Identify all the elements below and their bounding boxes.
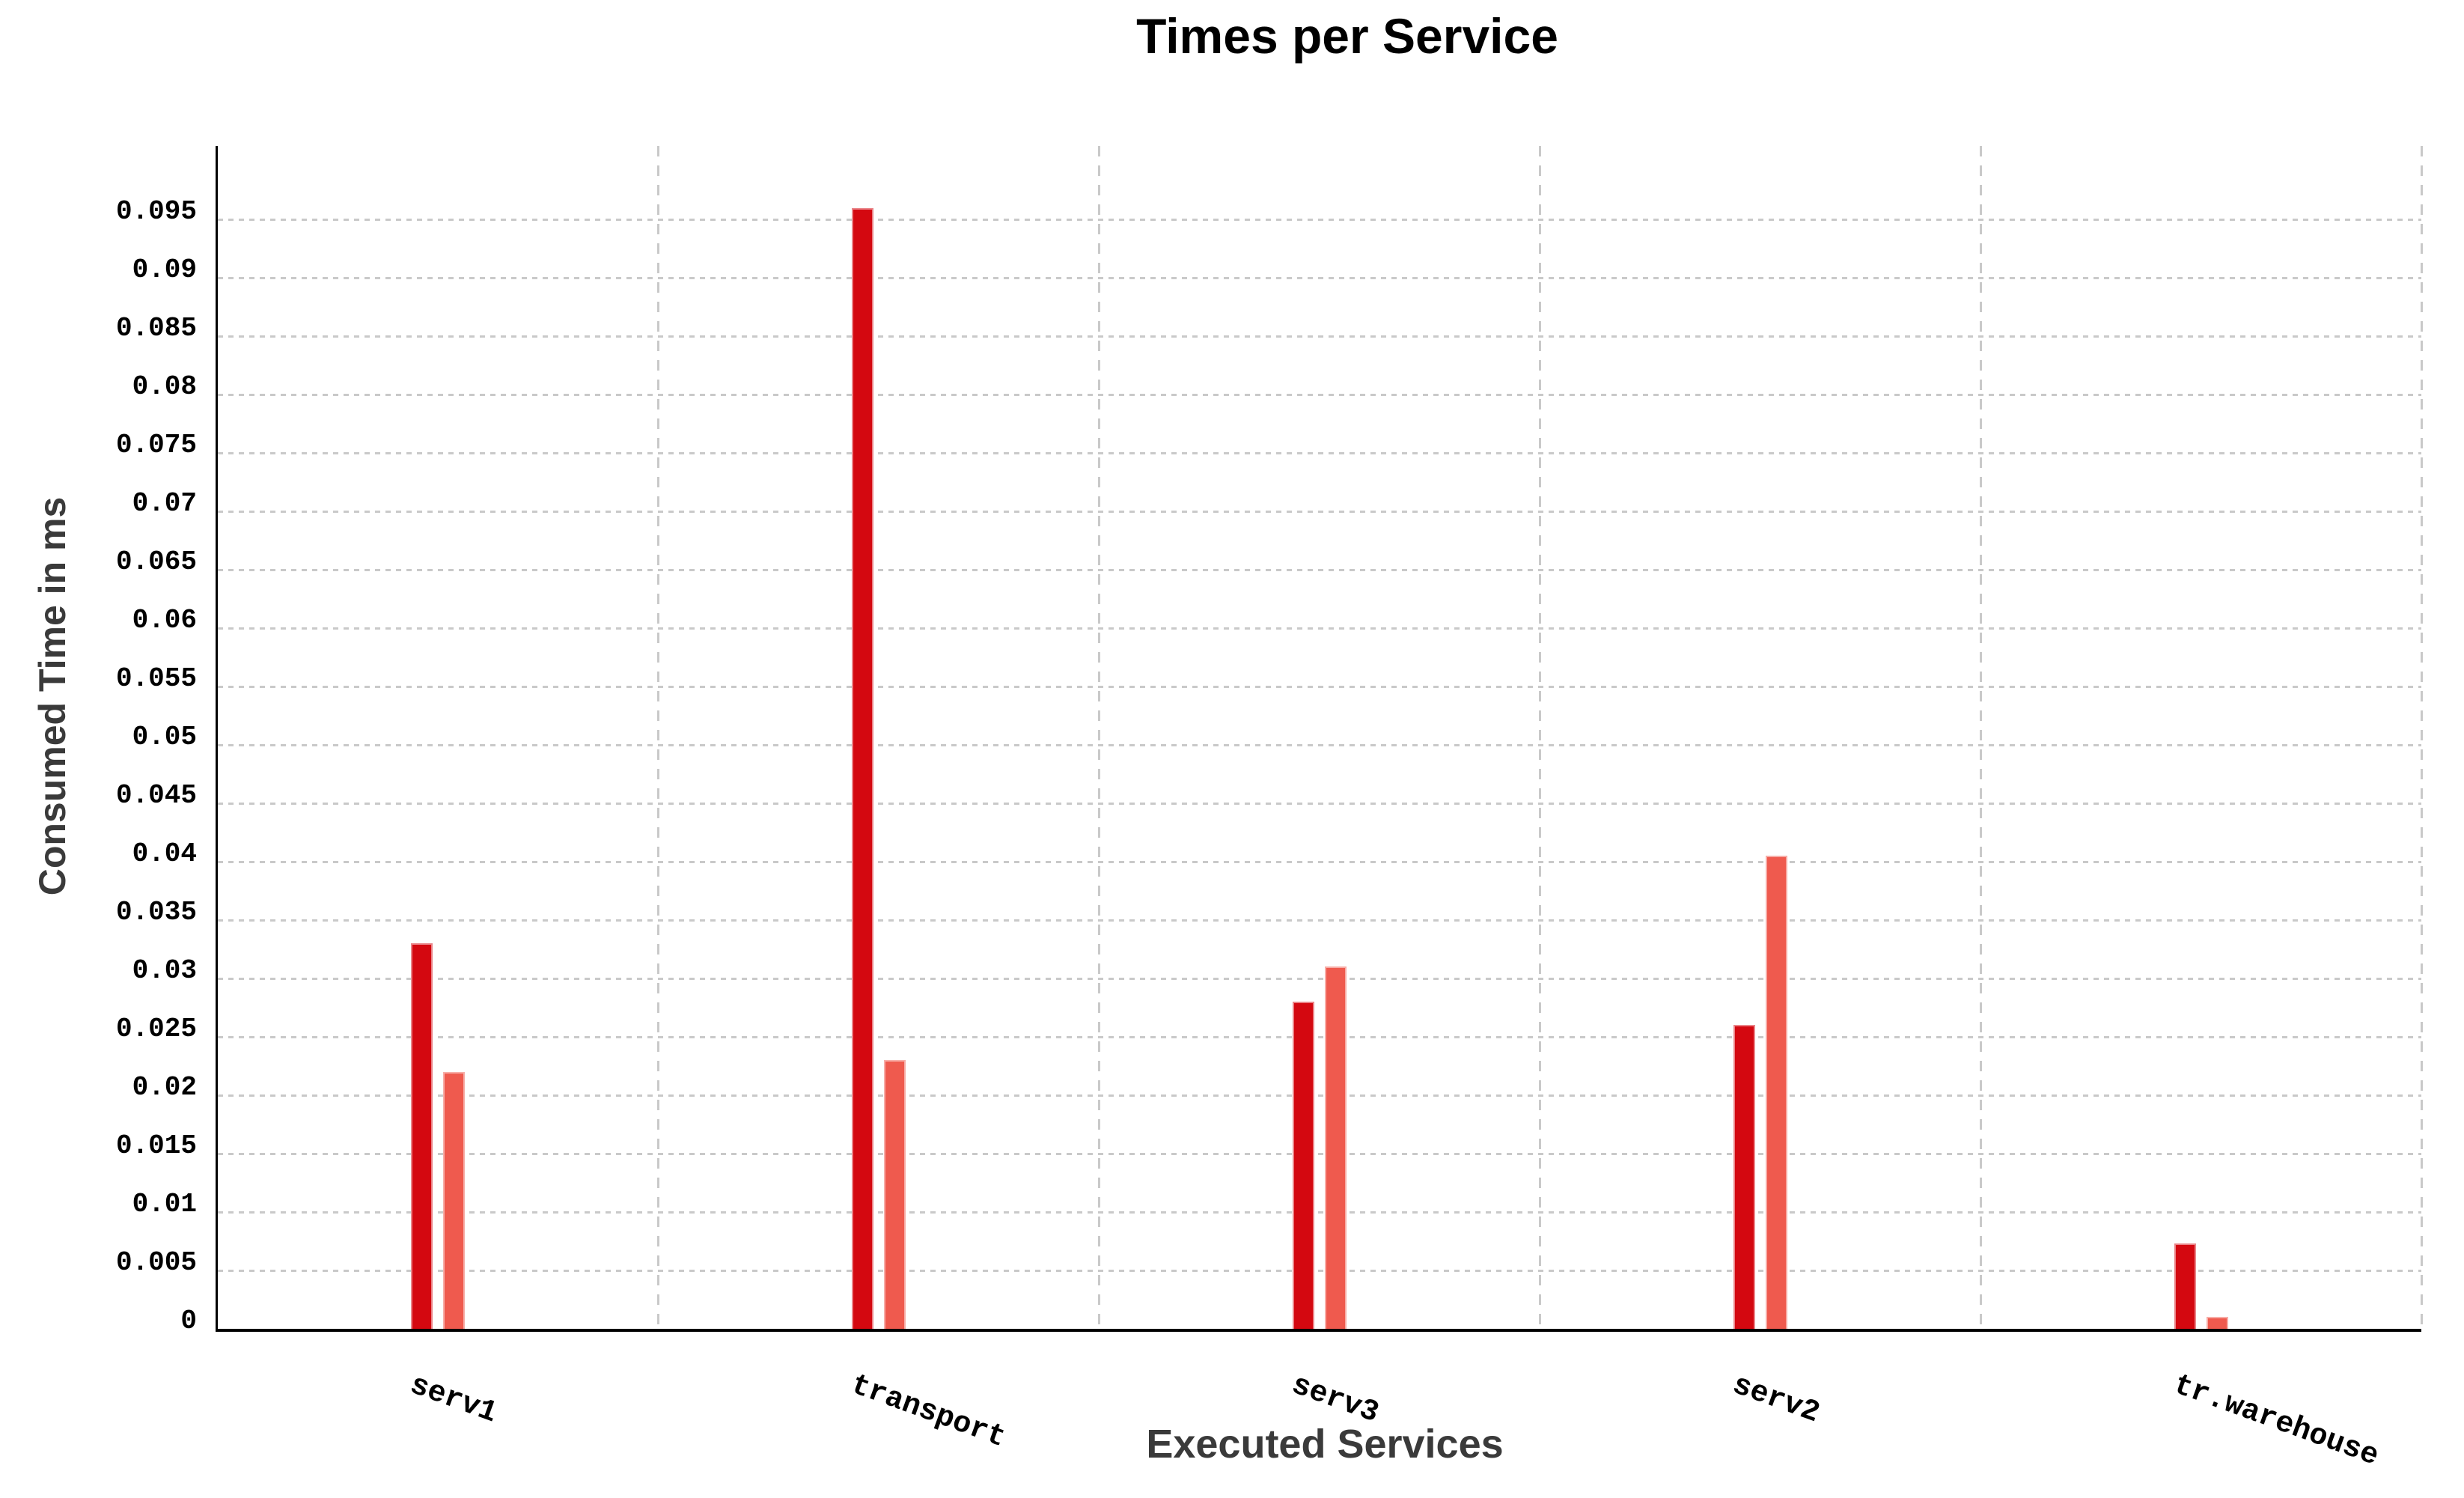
y-tick-label: 0 [180, 1306, 197, 1336]
y-tick-label: 0.09 [132, 255, 197, 286]
y-tick-label: 0.01 [132, 1189, 197, 1220]
bar-serv1-light-red-series [443, 1071, 466, 1329]
y-tick-label: 0.005 [115, 1247, 197, 1278]
y-gridline [218, 1152, 2421, 1155]
y-tick-label: 0.055 [115, 663, 197, 695]
bar-serv3-light-red-series [1325, 966, 1347, 1329]
y-gridline [218, 1035, 2421, 1038]
bar-serv2-light-red-series [1765, 856, 1787, 1329]
y-tick-label: 0.075 [115, 430, 197, 461]
y-tick-label: 0.05 [132, 722, 197, 753]
y-gridline [218, 627, 2421, 630]
bar-serv3-dark-red-series [1293, 1002, 1314, 1329]
y-gridline [218, 451, 2421, 454]
y-gridline [218, 510, 2421, 513]
y-tick-label: 0.085 [115, 313, 197, 344]
bar-transport-light-red-series [884, 1060, 906, 1329]
bar-serv2-dark-red-series [1733, 1025, 1755, 1329]
y-tick-label: 0.03 [132, 955, 197, 987]
y-gridline [218, 743, 2421, 746]
y-gridline [218, 685, 2421, 688]
x-tick-label-serv2: serv2 [1727, 1368, 1824, 1431]
y-tick-label: 0.095 [115, 196, 197, 228]
y-gridline [218, 977, 2421, 980]
y-gridline [218, 860, 2421, 863]
y-tick-label: 0.025 [115, 1014, 197, 1045]
bar-tr.warehouse-light-red-series [2206, 1317, 2228, 1329]
y-gridline [218, 802, 2421, 805]
bar-transport-dark-red-series [852, 207, 874, 1329]
y-tick-label: 0.08 [132, 371, 197, 403]
y-tick-label: 0.065 [115, 546, 197, 578]
x-gridline [657, 146, 660, 1329]
y-gridline [218, 276, 2421, 279]
x-gridline [1098, 146, 1101, 1329]
y-tick-label: 0.015 [115, 1130, 197, 1162]
y-gridline [218, 568, 2421, 571]
y-gridline [218, 1269, 2421, 1272]
bar-serv1-dark-red-series [411, 943, 433, 1329]
x-gridline [1538, 146, 1541, 1329]
x-gridline [2420, 146, 2423, 1329]
x-axis-title: Executed Services [1146, 1422, 1504, 1467]
y-tick-label: 0.045 [115, 780, 197, 812]
chart-title: Times per Service [1136, 8, 1558, 64]
y-tick-label: 0.07 [132, 488, 197, 520]
x-gridline [1979, 146, 1982, 1329]
x-tick-label-tr.warehouse: tr.warehouse [2168, 1368, 2383, 1474]
y-gridline [218, 919, 2421, 922]
y-tick-label: 0.035 [115, 897, 197, 928]
x-tick-label-serv1: serv1 [405, 1368, 502, 1431]
y-gridline [218, 335, 2421, 338]
y-tick-label: 0.04 [132, 838, 197, 870]
plot-area [216, 146, 2423, 1332]
y-gridline [218, 218, 2421, 221]
y-gridline [218, 393, 2421, 396]
bar-tr.warehouse-dark-red-series [2174, 1243, 2196, 1329]
y-tick-label: 0.06 [132, 605, 197, 636]
y-tick-label: 0.02 [132, 1072, 197, 1103]
y-gridline [218, 1094, 2421, 1097]
y-gridline [218, 1211, 2421, 1214]
x-tick-label-transport: transport [846, 1368, 1010, 1456]
